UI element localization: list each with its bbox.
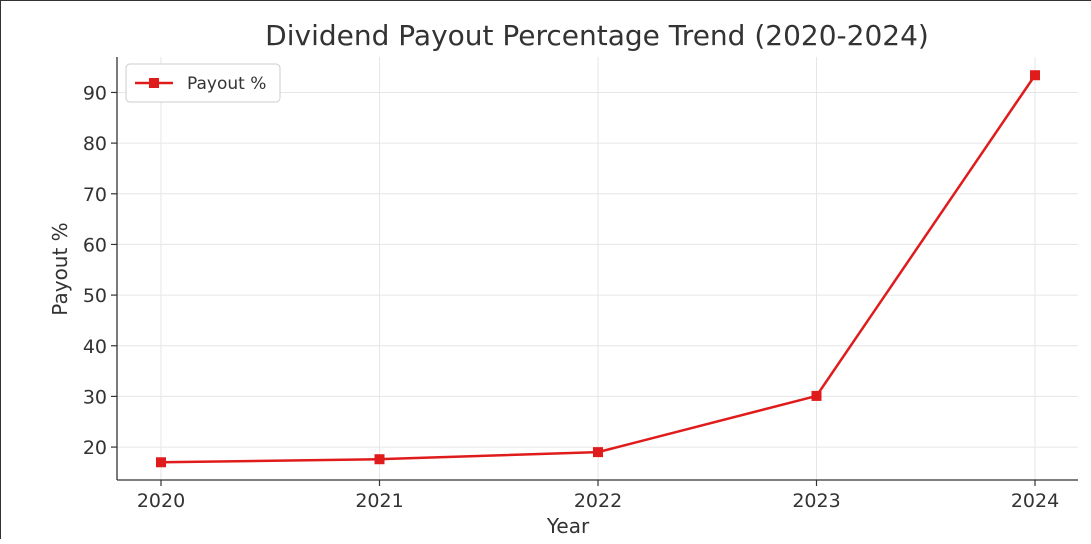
y-tick-label: 90 [83, 82, 107, 104]
chart-title: Dividend Payout Percentage Trend (2020-2… [265, 19, 929, 52]
legend-marker-swatch [149, 78, 159, 88]
legend-box [125, 63, 281, 103]
grid-lines [117, 57, 1078, 480]
y-tick-label: 70 [83, 184, 107, 206]
y-tick-label: 50 [83, 285, 107, 307]
y-tick-label: 20 [83, 437, 107, 459]
series-group [156, 70, 1040, 468]
x-tick-label: 2021 [355, 490, 403, 512]
data-point-marker [156, 457, 166, 468]
y-tick-label: 40 [83, 336, 107, 358]
x-tick-label: 2024 [1011, 490, 1059, 512]
y-tick-label: 60 [83, 234, 107, 256]
x-tick-label: 2023 [792, 490, 840, 512]
x-tick-label: 2020 [137, 490, 185, 512]
data-point-marker [811, 390, 822, 401]
y-axis-ticks: 20 30 40 50 60 70 80 90 [83, 82, 117, 459]
x-axis-ticks: 2020 2021 2022 2023 2024 [137, 480, 1059, 512]
data-point-marker [374, 454, 385, 465]
legend: Payout % [125, 63, 281, 103]
x-axis-label: Year [546, 514, 590, 538]
data-point-marker [1030, 70, 1040, 81]
data-point-marker [593, 447, 603, 458]
legend-label: Payout % [187, 74, 266, 94]
y-axis-label: Payout % [48, 222, 72, 315]
y-tick-label: 80 [83, 133, 107, 155]
y-tick-label: 30 [83, 386, 107, 408]
x-tick-label: 2022 [574, 490, 622, 512]
